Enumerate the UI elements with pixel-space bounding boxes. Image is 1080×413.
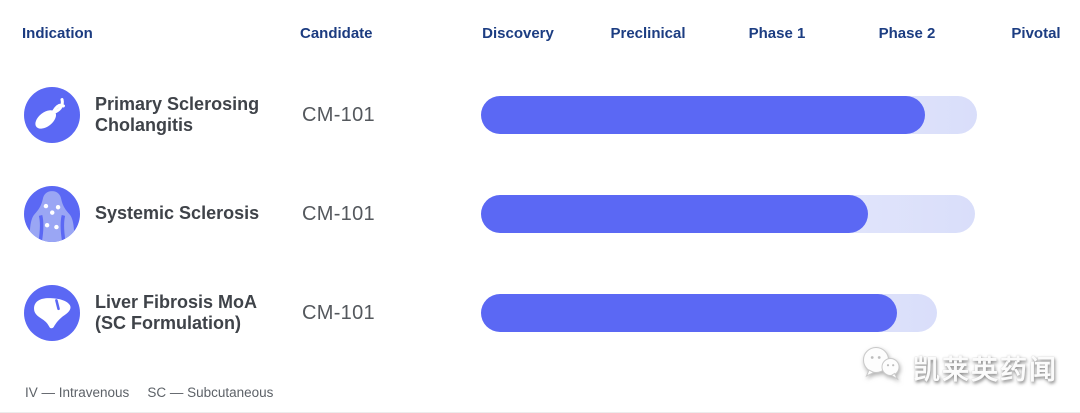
- legend-sc: SC — Subcutaneous: [147, 385, 274, 400]
- candidate-label: CM-101: [302, 202, 375, 225]
- watermark-text: 凯莱英药闻: [913, 355, 1058, 385]
- candidate-label: CM-101: [302, 301, 375, 324]
- pipeline-row: Primary Sclerosing Cholangitis CM-101: [0, 87, 1080, 143]
- watermark: 凯莱英药闻: [859, 344, 1058, 391]
- phase-header-pivotal: Pivotal: [1011, 25, 1061, 42]
- body-icon: [24, 186, 80, 242]
- pipeline-row: Systemic Sclerosis CM-101: [0, 186, 1080, 242]
- indication-label: Liver Fibrosis MoA (SC Formulation): [95, 291, 257, 333]
- indication-column-header: Indication: [22, 25, 93, 42]
- phase-header-phase1: Phase 1: [748, 25, 806, 42]
- phase-header-preclinical: Preclinical: [610, 25, 686, 42]
- indication-label: Primary Sclerosing Cholangitis: [95, 93, 260, 135]
- legend-iv: IV — Intravenous: [25, 385, 130, 400]
- phase-header-phase2: Phase 2: [878, 25, 936, 42]
- liver-icon: [24, 285, 80, 341]
- candidate-label: CM-101: [302, 103, 375, 126]
- candidate-column-header: Candidate: [300, 25, 373, 42]
- progress-bar: [481, 195, 868, 233]
- gallbladder-icon: [24, 87, 80, 143]
- wechat-logo-icon: [859, 344, 905, 391]
- progress-bar: [481, 96, 925, 134]
- pipeline-row: Liver Fibrosis MoA (SC Formulation) CM-1…: [0, 285, 1080, 341]
- progress-bar: [481, 294, 897, 332]
- route-legend: IV — Intravenous SC — Subcutaneous: [25, 385, 273, 400]
- phase-header-discovery: Discovery: [482, 25, 554, 42]
- indication-label: Systemic Sclerosis: [95, 203, 260, 224]
